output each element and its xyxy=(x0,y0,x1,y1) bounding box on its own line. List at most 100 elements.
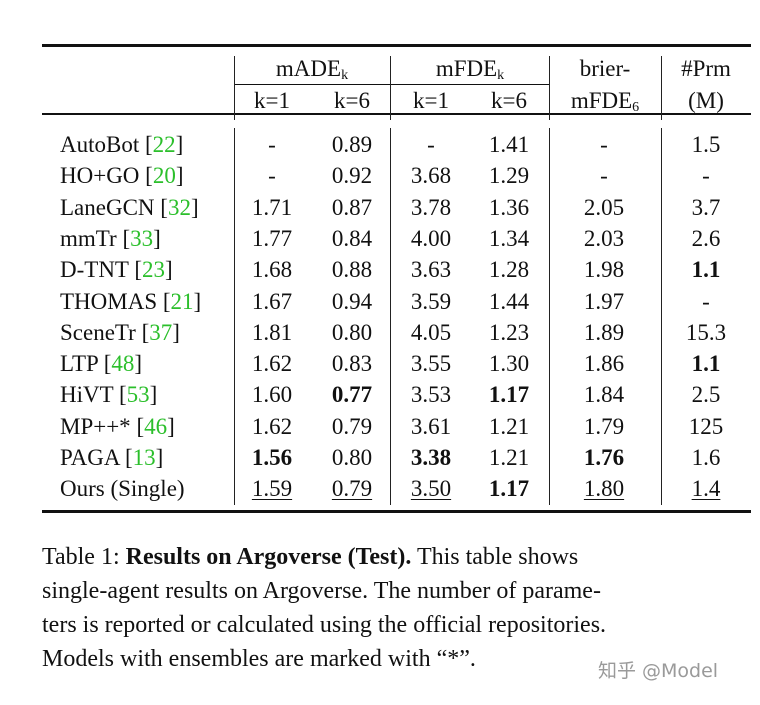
table-cell: 3.7 xyxy=(691,194,721,220)
header-rule xyxy=(42,113,751,115)
citation-link[interactable]: 21 xyxy=(170,288,194,314)
citation-link[interactable]: 32 xyxy=(167,194,191,220)
citation-link[interactable]: 23 xyxy=(141,257,165,283)
table-cell: 15.3 xyxy=(685,319,727,345)
table-cell: 1.30 xyxy=(488,351,530,377)
group-cline xyxy=(234,84,549,85)
citation-link[interactable]: 20 xyxy=(152,163,176,189)
model-name-text: MP++* xyxy=(60,413,131,439)
table-cell: 4.05 xyxy=(410,319,452,345)
table-cell: 1.84 xyxy=(583,382,625,408)
header-mfde-sub: k xyxy=(497,68,505,83)
table-cell: 1.79 xyxy=(583,413,625,439)
model-name-text: SceneTr xyxy=(60,319,136,345)
caption-line: Table 1: Results on Argoverse (Test). Th… xyxy=(42,540,732,574)
table-cell: 2.03 xyxy=(583,225,625,251)
header-made: mADEk xyxy=(276,55,348,90)
table-cell: 3.55 xyxy=(410,351,452,377)
table-cell: 1.17 xyxy=(488,476,530,502)
header-k1-made: k=1 xyxy=(254,88,290,113)
watermark: 知乎 @Model xyxy=(598,660,719,682)
citation-link[interactable]: 46 xyxy=(144,413,168,439)
table-cell: - xyxy=(702,163,710,189)
table-cell: 0.83 xyxy=(331,351,373,377)
table-cell: 0.92 xyxy=(331,163,373,189)
model-name-text: mmTr xyxy=(60,225,117,251)
separator xyxy=(390,128,392,505)
table-cell: 125 xyxy=(688,413,724,439)
row-model-name: LTP [48] xyxy=(60,351,143,377)
header-mfde-text: mFDE xyxy=(435,56,498,81)
caption-text: This table shows xyxy=(411,544,579,570)
table-cell: 1.89 xyxy=(583,319,625,345)
table-cell: 1.81 xyxy=(251,319,293,345)
table-cell: 3.78 xyxy=(410,194,452,220)
table-cell: 1.21 xyxy=(488,413,530,439)
model-name-text: LaneGCN xyxy=(60,194,155,220)
table-cell: 0.79 xyxy=(331,413,373,439)
header-brier-2: mFDE6 xyxy=(571,87,639,122)
table-cell: 1.56 xyxy=(251,445,293,470)
header-brier-1: brier- xyxy=(579,56,631,81)
header-k6-mfde: k=6 xyxy=(491,88,527,113)
model-name-text: LTP xyxy=(60,351,98,377)
table-cell: 0.89 xyxy=(331,132,373,157)
table-cell: - xyxy=(268,163,276,189)
table-cell: - xyxy=(600,163,608,189)
table-cell: 1.59 xyxy=(251,476,293,502)
table-cell: 1.62 xyxy=(251,351,293,377)
table-cell: 1.80 xyxy=(583,476,625,502)
table-cell: 1.97 xyxy=(583,288,625,314)
header-brier-text: mFDE xyxy=(570,88,633,113)
table-cell: 0.80 xyxy=(331,319,373,345)
row-model-name: SceneTr [37] xyxy=(60,319,180,345)
citation-link[interactable]: 53 xyxy=(126,382,150,408)
table-cell: 0.80 xyxy=(331,445,373,470)
table-cell: 1.71 xyxy=(251,194,293,220)
row-model-name: D-TNT [23] xyxy=(60,257,173,283)
table-cell: 0.77 xyxy=(331,382,373,408)
table-cell: 1.67 xyxy=(251,288,293,314)
table-cell: 0.94 xyxy=(331,288,373,314)
table-cell: 1.1 xyxy=(691,257,721,283)
citation-link[interactable]: 13 xyxy=(132,445,156,470)
citation-link[interactable]: 22 xyxy=(152,132,176,157)
row-model-name: HO+GO [20] xyxy=(60,163,184,189)
table-cell: 1.21 xyxy=(488,445,530,470)
table-cell: 1.1 xyxy=(691,351,721,377)
table-cell: 2.6 xyxy=(691,225,721,251)
header-prm-1: #Prm xyxy=(681,56,731,81)
table-cell: 3.59 xyxy=(410,288,452,314)
separator xyxy=(661,56,663,120)
top-rule xyxy=(42,44,751,47)
table-cell: 1.34 xyxy=(488,225,530,251)
table-cell: 2.05 xyxy=(583,194,625,220)
table-cell: 0.88 xyxy=(331,257,373,283)
model-name-text: HO+GO xyxy=(60,163,140,189)
header-prm-2: (M) xyxy=(688,88,724,113)
citation-link[interactable]: 37 xyxy=(149,319,173,345)
model-name-text: AutoBot xyxy=(60,132,140,157)
caption-label: Table 1: xyxy=(42,544,120,570)
table-cell: 1.4 xyxy=(691,476,721,502)
row-model-name: LaneGCN [32] xyxy=(60,194,199,220)
citation-link[interactable]: 48 xyxy=(111,351,135,377)
caption-line: single-agent results on Argoverse. The n… xyxy=(42,578,601,604)
table-cell: 1.62 xyxy=(251,413,293,439)
table-cell: 3.61 xyxy=(410,413,452,439)
model-name-text: Ours (Single) xyxy=(60,476,185,502)
separator xyxy=(234,56,236,120)
header-brier-sub: 6 xyxy=(632,100,640,115)
separator xyxy=(549,56,551,120)
model-name-text: HiVT xyxy=(60,382,114,408)
row-model-name: PAGA [13] xyxy=(60,445,164,470)
header-made-sub: k xyxy=(341,68,349,83)
citation-link[interactable]: 33 xyxy=(130,225,154,251)
header-made-text: mADE xyxy=(275,56,342,81)
separator xyxy=(549,128,551,505)
table-cell: - xyxy=(702,288,710,314)
table-cell: - xyxy=(268,132,276,157)
row-model-name: MP++* [46] xyxy=(60,413,175,439)
caption-line: ters is reported or calculated using the… xyxy=(42,612,607,638)
row-model-name: THOMAS [21] xyxy=(60,288,202,314)
